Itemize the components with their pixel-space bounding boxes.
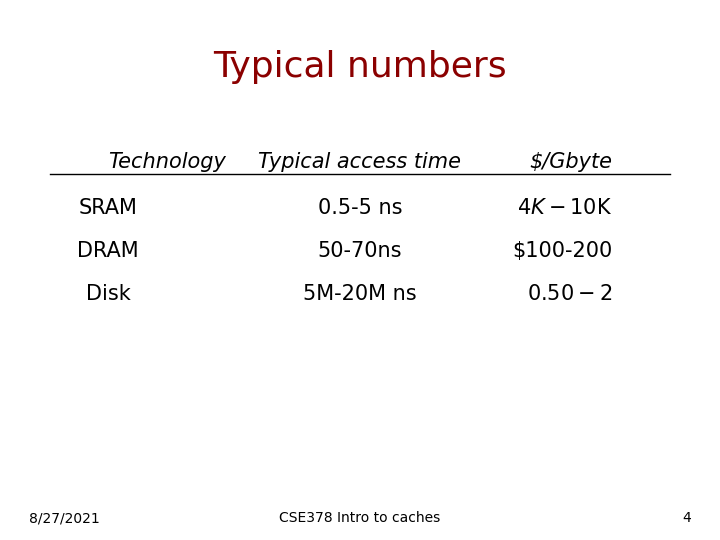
Text: SRAM: SRAM (78, 198, 138, 218)
Text: Typical access time: Typical access time (258, 152, 462, 172)
Text: DRAM: DRAM (77, 241, 139, 261)
Text: 0.5-5 ns: 0.5-5 ns (318, 198, 402, 218)
Text: 5M-20M ns: 5M-20M ns (303, 284, 417, 305)
Text: $0.50-$2: $0.50-$2 (527, 284, 612, 305)
Text: Typical numbers: Typical numbers (213, 51, 507, 84)
Text: Technology: Technology (108, 152, 226, 172)
Text: 8/27/2021: 8/27/2021 (29, 511, 99, 525)
Text: Disk: Disk (86, 284, 130, 305)
Text: $/Gbyte: $/Gbyte (529, 152, 612, 172)
Text: 50-70ns: 50-70ns (318, 241, 402, 261)
Text: 4: 4 (683, 511, 691, 525)
Text: $4K-$10K: $4K-$10K (517, 198, 612, 218)
Text: CSE378 Intro to caches: CSE378 Intro to caches (279, 511, 441, 525)
Text: $100-200: $100-200 (512, 241, 612, 261)
